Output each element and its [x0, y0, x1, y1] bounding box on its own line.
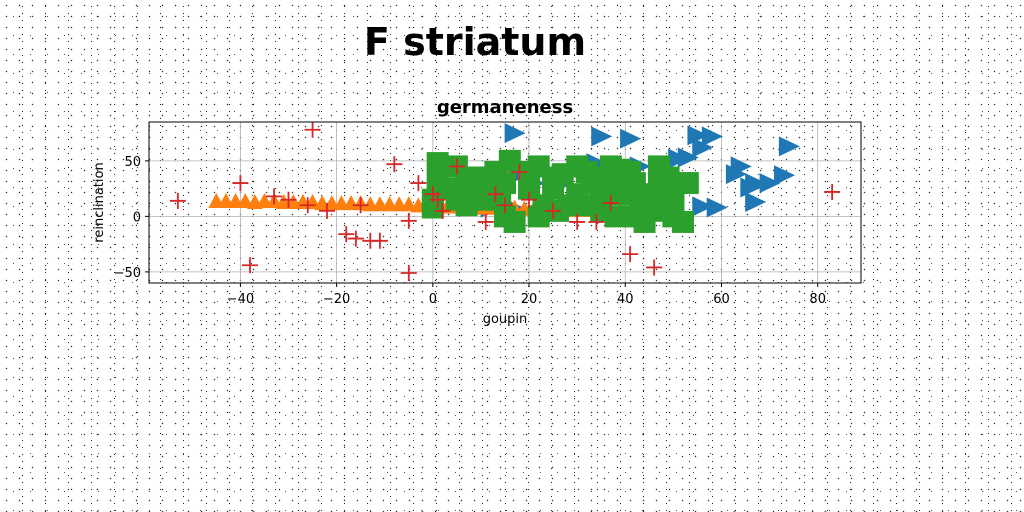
point-plus: [448, 158, 465, 175]
point-plus: [169, 192, 186, 209]
x-tick-label: −40: [227, 292, 254, 307]
point-triangle-right: [504, 123, 526, 144]
point-plus: [347, 230, 364, 247]
point-plus: [338, 226, 355, 243]
y-axis-label: reinclination: [92, 162, 107, 242]
axis-ticks: −40 −20 0 20 40 60 80 −50 0 50: [114, 155, 826, 307]
point-square: [498, 149, 521, 172]
point-square: [672, 210, 694, 233]
figure-title: F striatum: [363, 20, 587, 64]
point-plus: [400, 212, 417, 229]
point-plus: [824, 183, 841, 200]
point-plus: [242, 257, 259, 274]
point-square: [676, 172, 699, 195]
point-plus: [400, 265, 417, 282]
point-plus: [588, 213, 605, 230]
point-square: [604, 205, 627, 228]
data-points: [169, 121, 841, 282]
point-plus: [266, 188, 283, 205]
point-triangle-right: [701, 126, 723, 147]
y-tick-label: 0: [133, 210, 141, 225]
x-tick-label: 80: [809, 292, 826, 307]
x-tick-label: 0: [429, 292, 437, 307]
point-triangle-right: [620, 128, 642, 149]
point-plus: [434, 202, 451, 219]
series-square: [421, 149, 699, 233]
point-plus: [319, 202, 335, 219]
point-square: [494, 172, 516, 195]
point-plus: [487, 186, 504, 203]
point-triangle-up: [237, 192, 254, 208]
point-plus: [497, 197, 513, 214]
point-triangle-right: [759, 173, 781, 194]
point-plus: [410, 175, 427, 192]
point-square: [426, 152, 449, 175]
point-plus: [371, 232, 388, 249]
point-triangle-right: [725, 164, 747, 185]
point-plus: [545, 202, 562, 219]
point-triangle-right: [677, 147, 699, 168]
point-plus: [429, 191, 446, 208]
point-triangle-right: [778, 136, 800, 157]
x-tick-label: 60: [713, 292, 730, 307]
point-square: [542, 177, 565, 200]
y-tick-label: 50: [124, 155, 141, 170]
point-triangle-right: [745, 191, 767, 212]
point-plus: [622, 246, 639, 263]
series-plus: [169, 121, 841, 282]
y-tick-label: −50: [114, 266, 141, 281]
point-plus: [602, 195, 619, 212]
x-tick-label: 20: [521, 292, 538, 307]
point-plus: [280, 191, 297, 208]
point-plus: [511, 163, 528, 180]
x-axis-label: goupin: [483, 312, 528, 327]
point-plus: [646, 259, 663, 276]
point-square: [662, 188, 685, 211]
point-triangle-right: [591, 126, 613, 147]
point-triangle-right: [706, 197, 728, 218]
point-plus: [386, 156, 403, 173]
point-square: [633, 210, 656, 233]
point-square: [455, 194, 478, 217]
x-tick-label: −20: [323, 292, 350, 307]
point-triangle-up: [400, 196, 417, 212]
plot-frame: [148, 121, 862, 284]
point-plus: [521, 191, 538, 208]
point-square: [503, 210, 526, 233]
plot-title: germaneness: [437, 97, 573, 118]
point-plus: [477, 213, 494, 230]
point-plus: [352, 197, 369, 214]
point-square: [518, 177, 541, 200]
point-plus: [569, 213, 586, 230]
point-plus: [304, 121, 321, 138]
x-tick-label: 40: [617, 292, 634, 307]
point-plus: [299, 197, 316, 214]
point-triangle-right: [774, 165, 796, 186]
point-square: [527, 205, 550, 228]
point-triangle-right: [692, 196, 714, 217]
point-triangle-right: [692, 137, 714, 158]
point-plus: [232, 175, 249, 192]
